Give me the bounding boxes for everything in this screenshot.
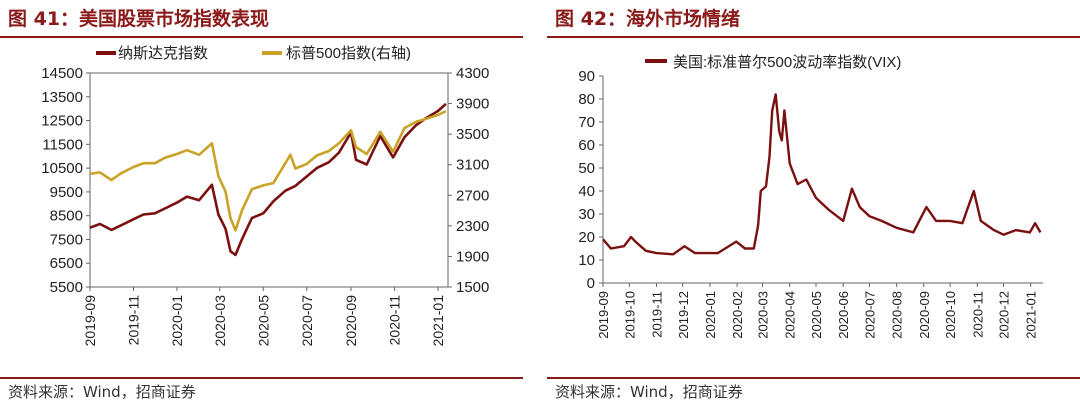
y-left-tick-label: 5500 bbox=[50, 279, 83, 296]
vix-chart: 0 10 20 30 40 50 60 70 80 90 2019-09 2019-10 2019-11… bbox=[578, 54, 1043, 339]
x-tick-label: 2020-01 bbox=[169, 295, 185, 347]
x-tick-label: 2019-10 bbox=[622, 291, 637, 339]
legend-label: 美国:标准普尔500波动率指数(VIX) bbox=[673, 54, 901, 71]
x-tick-label: 2020-11 bbox=[387, 295, 403, 346]
y-tick-label: 60 bbox=[578, 137, 595, 154]
x-tick-label: 2020-07 bbox=[299, 295, 315, 347]
x-tick-label: 2020-12 bbox=[997, 291, 1012, 339]
x-tick-label: 2021-01 bbox=[430, 295, 446, 347]
source-note: 资料来源：Wind，招商证券 bbox=[8, 383, 196, 401]
series-line-nasdaq bbox=[89, 102, 447, 257]
y-tick-label: 30 bbox=[578, 206, 595, 223]
x-tick-label: 2020-10 bbox=[943, 291, 958, 339]
y-left-tick-label: 9500 bbox=[50, 184, 83, 201]
title-rule bbox=[547, 36, 1080, 38]
x-tick-label: 2020-05 bbox=[255, 295, 271, 347]
x-tick-label: 2020-03 bbox=[756, 291, 771, 339]
y-left-tick-label: 7500 bbox=[50, 231, 83, 248]
y-left-tick-label: 14500 bbox=[41, 65, 83, 82]
x-tick-label: 2020-11 bbox=[970, 291, 985, 338]
series-line-vix bbox=[602, 93, 1042, 256]
y-right-tick-label: 3900 bbox=[456, 96, 489, 113]
x-tick-label: 2019-11 bbox=[126, 295, 142, 346]
legend-label: 纳斯达克指数 bbox=[118, 45, 208, 62]
x-tick-label: 2019-11 bbox=[649, 291, 664, 338]
y-tick-label: 80 bbox=[578, 91, 595, 108]
x-tick-label: 2019-09 bbox=[82, 295, 98, 347]
plot-frame bbox=[89, 72, 449, 288]
x-tick-label: 2020-02 bbox=[730, 291, 745, 339]
left-chart-panel: 图 41：美国股票市场指数表现 5500 6500 7500 8500 9500 1050… bbox=[0, 0, 523, 411]
y-tick-label: 10 bbox=[578, 252, 595, 269]
x-tick-label: 2020-01 bbox=[703, 291, 718, 339]
y-left-tick-label: 11500 bbox=[42, 136, 83, 153]
y-left-tick-label: 8500 bbox=[50, 208, 83, 225]
source-note: 资料来源：Wind，招商证券 bbox=[555, 383, 743, 401]
footer-rule bbox=[547, 377, 1080, 379]
nasdaq-sp500-chart: 5500 6500 7500 8500 9500 10500 11500 12500 13500… bbox=[41, 45, 489, 347]
x-tick-label: 2020-09 bbox=[343, 295, 359, 347]
y-right-tick-label: 4300 bbox=[456, 65, 489, 82]
x-tick-label: 2019-09 bbox=[596, 291, 611, 339]
y-tick-label: 20 bbox=[578, 229, 595, 246]
figure-title: 图 41：美国股票市场指数表现 bbox=[8, 8, 270, 30]
x-tick-label: 2020-03 bbox=[212, 295, 228, 347]
y-tick-label: 50 bbox=[578, 160, 595, 177]
y-right-tick-label: 2300 bbox=[456, 218, 489, 235]
y-left-tick-label: 10500 bbox=[41, 160, 83, 177]
x-tick-label: 2020-08 bbox=[890, 291, 905, 339]
figure-title: 图 42：海外市场情绪 bbox=[555, 8, 741, 30]
y-tick-label: 0 bbox=[587, 275, 595, 292]
x-tick-label: 2021-01 bbox=[1024, 291, 1039, 339]
x-tick-label: 2020-07 bbox=[862, 291, 877, 339]
legend-label: 标普500指数(右轴) bbox=[286, 45, 411, 62]
y-left-tick-label: 6500 bbox=[50, 255, 83, 272]
x-tick-label: 2019-12 bbox=[676, 291, 691, 339]
y-tick-label: 40 bbox=[578, 183, 595, 200]
x-tick-label: 2020-05 bbox=[809, 291, 824, 339]
y-right-tick-label: 1900 bbox=[456, 248, 489, 265]
y-tick-label: 70 bbox=[578, 114, 595, 131]
y-right-tick-label: 1500 bbox=[456, 279, 489, 296]
y-right-tick-label: 3100 bbox=[456, 157, 489, 174]
y-right-tick-label: 2700 bbox=[456, 187, 489, 204]
y-left-tick-label: 12500 bbox=[41, 113, 83, 130]
x-tick-label: 2020-06 bbox=[836, 291, 851, 339]
footer-rule bbox=[0, 377, 523, 379]
x-tick-label: 2020-04 bbox=[783, 291, 798, 339]
y-tick-label: 90 bbox=[578, 68, 595, 85]
y-left-tick-label: 13500 bbox=[41, 89, 83, 106]
series-line-sp500 bbox=[89, 110, 447, 232]
title-rule bbox=[0, 36, 523, 38]
y-right-tick-label: 3500 bbox=[456, 126, 489, 143]
x-tick-label: 2020-09 bbox=[917, 291, 932, 339]
right-chart-panel: 图 42：海外市场情绪 0 10 20 30 40 50 60 70 80 90 2019-09 20… bbox=[547, 0, 1080, 411]
